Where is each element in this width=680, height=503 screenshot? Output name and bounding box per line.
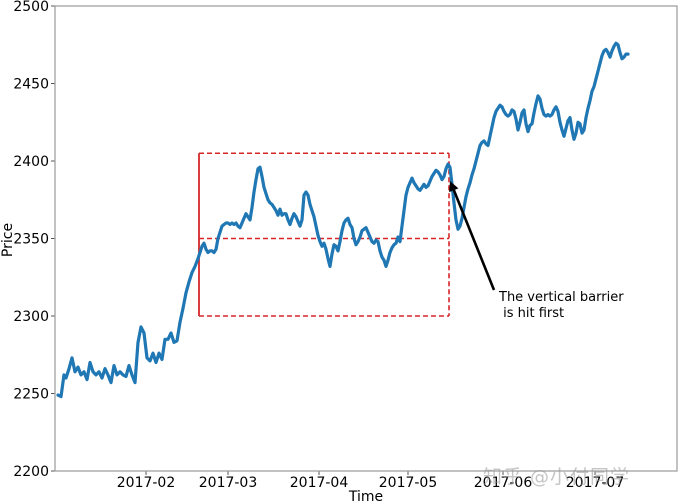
triple-barrier-box xyxy=(198,152,450,317)
annotation-line1: The vertical barrier xyxy=(498,290,624,305)
y-axis-ticks: 2200 2250 2300 2350 2400 2450 2500 xyxy=(13,0,55,480)
x-tick-label: 2017-05 xyxy=(379,475,438,491)
x-axis-label: Time xyxy=(348,489,383,503)
y-tick-label: 2250 xyxy=(13,387,49,403)
x-axis-ticks: 2017-02 2017-03 2017-04 2017-05 2017-06 2017-… xyxy=(117,471,625,491)
y-tick-label: 2300 xyxy=(13,309,49,325)
x-tick-label: 2017-06 xyxy=(474,475,533,491)
y-tick-label: 2350 xyxy=(13,232,49,248)
annotation-arrow-icon xyxy=(449,181,496,291)
annotation-line2: is hit first xyxy=(499,306,564,321)
x-tick-label: 2017-07 xyxy=(566,475,625,491)
axes-frame xyxy=(54,5,678,472)
y-tick-label: 2450 xyxy=(13,77,49,93)
y-tick-label: 2200 xyxy=(13,464,49,480)
x-tick-label: 2017-02 xyxy=(117,475,176,491)
price-line xyxy=(56,41,630,399)
x-tick-label: 2017-03 xyxy=(199,475,258,491)
y-tick-label: 2500 xyxy=(13,0,49,15)
x-tick-label: 2017-04 xyxy=(290,475,349,491)
y-tick-label: 2400 xyxy=(13,154,49,170)
y-axis-label: Price xyxy=(0,223,16,257)
